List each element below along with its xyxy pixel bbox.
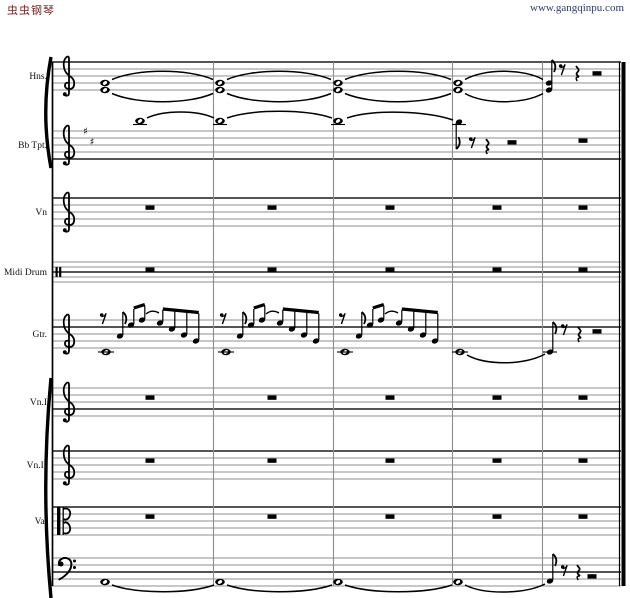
bracket-strings [44,377,53,598]
staff-label-hns: Hns. [29,72,47,82]
staff-music-va [145,514,588,519]
staff-music-tpt [133,110,588,155]
staff-lines [52,61,621,587]
staff-music-vn1 [145,395,588,400]
alto-clef-icon [57,507,72,535]
staff-labels: Hns. Bb Tpt. Vn Midi Drum Gtr. Vn.I Vn.II Va. [4,72,48,527]
staff-label-vn2: Vn.II [27,461,47,471]
percussion-clef-icon [55,267,62,277]
staff-music-hns [100,59,602,103]
bass-clef-icon [57,556,76,581]
final-barline [621,62,626,586]
staff-label-vn1: Vn.I [30,398,47,408]
treble-clef-icon [62,191,76,233]
barlines [51,62,626,586]
sharp-icon: ♯ [90,137,95,148]
staff-music-vn2 [145,458,588,463]
treble-clef-icon [62,313,76,355]
staff-label-vn: Vn [35,208,47,218]
site-url: www.gangqinpu.com [530,2,624,14]
staff-music-vn [145,205,588,210]
system-brackets [44,56,53,598]
staff-label-tpt: Bb Tpt. [18,141,47,151]
treble-clef-icon [62,124,76,166]
staff-label-drum: Midi Drum [4,268,48,278]
treble-clef-icon [62,381,76,423]
staff-music-drum [145,267,588,272]
staff-label-va: Va. [35,517,47,527]
sharp-icon: ♯ [83,127,88,138]
staff-music-gtr [98,302,602,364]
clefs: ♯♯ [55,55,95,581]
staff-label-gtr: Gtr. [32,330,47,340]
site-name: 虫虫钢琴 [7,5,55,17]
bracket-winds [44,56,53,169]
treble-clef-icon [62,444,76,486]
staff-music-bass [100,553,597,593]
treble-clef-icon [62,55,76,97]
